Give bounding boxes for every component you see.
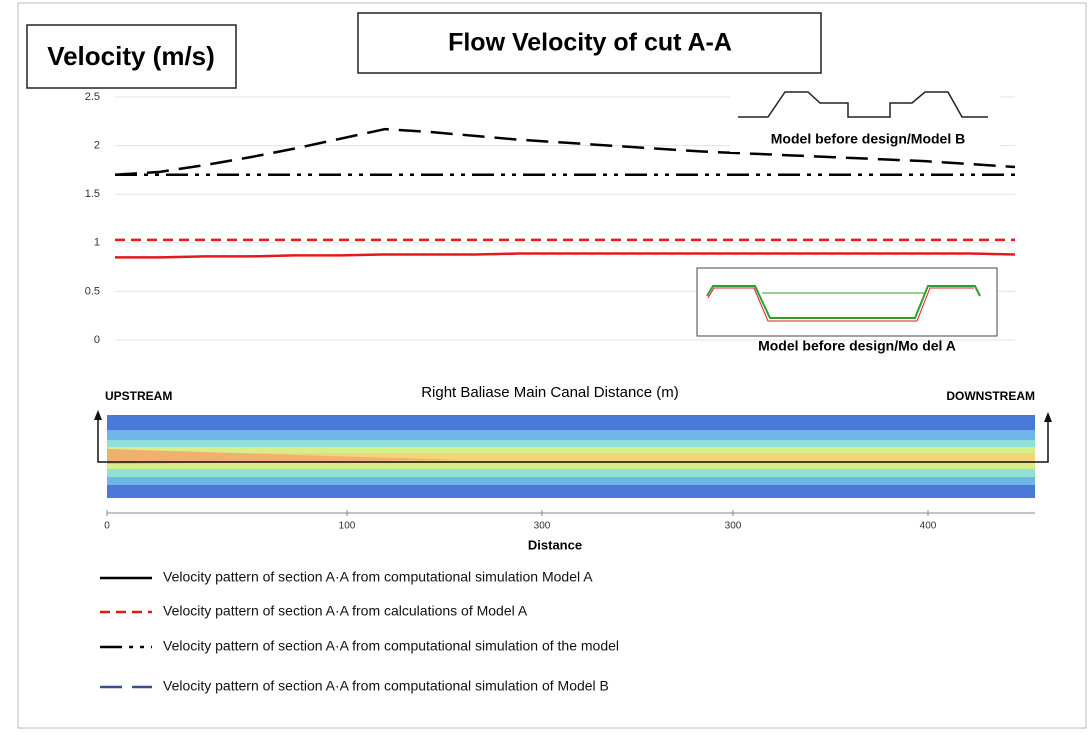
chart-title: Flow Velocity of cut A-A	[448, 29, 732, 57]
inset-b-label: Model before design/Model B	[771, 131, 965, 147]
y-tick-label: 0.5	[85, 285, 100, 297]
y-tick-label: 2	[94, 140, 100, 152]
x-axis-label: Right Baliase Main Canal Distance (m)	[421, 384, 679, 401]
legend-label: Velocity pattern of section A·A from cal…	[163, 603, 528, 619]
legend-label: Velocity pattern of section A·A from com…	[163, 569, 593, 585]
contour	[94, 410, 1052, 513]
downstream-label: DOWNSTREAM	[946, 389, 1035, 403]
y-tick-label: 2.5	[85, 91, 100, 103]
y-tick-label: 1.5	[85, 188, 100, 200]
upstream-label: UPSTREAM	[105, 389, 172, 403]
y-tick-label: 1	[94, 237, 100, 249]
contour-tick-label: 0	[104, 521, 110, 532]
y-axis-label: Velocity (m/s)	[47, 41, 215, 71]
contour-tick-label: 300	[534, 521, 551, 532]
contour-xlabel: Distance	[528, 537, 582, 552]
chart: Velocity (m/s) Flow Velocity of cut A-A …	[0, 0, 1088, 730]
legend-label: Velocity pattern of section A·A from com…	[163, 678, 609, 694]
legend-label: Velocity pattern of section A·A from com…	[163, 638, 619, 654]
inset-model-b: Model before design/Model B	[730, 80, 1000, 152]
contour-tick-label: 400	[920, 521, 937, 532]
contour-tick-label: 300	[725, 521, 742, 532]
inset-a-frame	[697, 268, 997, 336]
inset-a-label: Model before design/Mo del A	[758, 338, 956, 354]
y-tick-label: 0	[94, 334, 100, 346]
contour-tick-label: 100	[339, 521, 356, 532]
